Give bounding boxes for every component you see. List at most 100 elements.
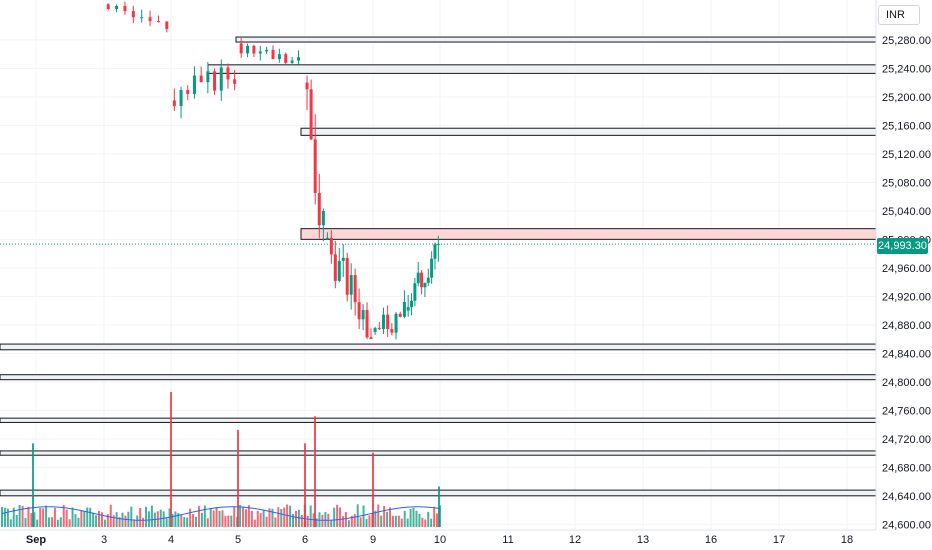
- volume-ma-line: [1, 506, 441, 521]
- volume-bar: [306, 515, 309, 527]
- price-tick-label: 24,800.00: [882, 377, 931, 389]
- volume-bar: [359, 517, 362, 527]
- candle-body: [213, 71, 217, 91]
- volume-bar: [45, 505, 48, 527]
- volume-bar: [59, 517, 62, 527]
- volume-bar: [259, 513, 262, 527]
- volume-bar: [380, 515, 383, 527]
- volume-bar: [112, 515, 115, 527]
- volume-bar: [391, 515, 394, 527]
- candle-body: [337, 261, 341, 281]
- candlestick-series: [106, 1, 440, 340]
- volume-bar: [427, 511, 430, 527]
- volume-bar: [297, 509, 300, 527]
- volume-bar: [347, 520, 350, 527]
- volume-bar: [206, 518, 209, 527]
- volume-bar: [177, 512, 180, 527]
- volume-bar: [203, 505, 206, 527]
- price-tick-label: 25,040.00: [882, 206, 931, 218]
- time-tick-label: 11: [502, 534, 513, 546]
- candle-body: [140, 17, 144, 19]
- volume-bar: [324, 512, 327, 527]
- volume-bar: [39, 507, 42, 527]
- volume-bar: [315, 518, 318, 527]
- volume-bar: [150, 505, 153, 527]
- volume-bar: [33, 512, 36, 527]
- currency-badge[interactable]: INR: [878, 5, 920, 25]
- candle-body: [361, 309, 365, 320]
- volume-bar: [250, 510, 253, 527]
- volume-bar: [339, 507, 342, 527]
- volume-bar: [362, 505, 365, 527]
- time-tick-label: 16: [705, 534, 717, 546]
- volume-bar: [321, 514, 324, 527]
- price-tick-label: 25,200.00: [882, 92, 931, 104]
- volume-bar: [309, 505, 312, 527]
- volume-bar: [189, 508, 192, 527]
- candle-body: [309, 89, 313, 140]
- volume-bar: [224, 515, 227, 527]
- volume-bar: [95, 515, 98, 527]
- time-tick-label: 17: [773, 534, 785, 546]
- volume-bar: [277, 507, 280, 527]
- volume-bar: [215, 507, 218, 527]
- candle-body: [290, 60, 294, 63]
- volume-bar: [230, 515, 233, 527]
- volume-bar: [56, 519, 59, 527]
- volume-bar: [80, 510, 83, 527]
- candle-body: [341, 257, 345, 262]
- time-tick-label: 4: [168, 534, 174, 546]
- candle-body: [416, 272, 420, 284]
- price-tick-label: 25,080.00: [882, 177, 931, 189]
- candle-body: [199, 75, 203, 83]
- volume-bar: [341, 516, 344, 527]
- volume-bar: [106, 514, 109, 527]
- candle-body: [426, 277, 430, 283]
- time-tick-label: 9: [370, 534, 376, 546]
- candle-body: [329, 237, 333, 255]
- candle-body: [284, 54, 288, 63]
- volume-spike: [314, 416, 316, 527]
- time-tick-label: 5: [235, 534, 241, 546]
- price-tick-label: 24,760.00: [882, 405, 931, 417]
- volume-bar: [48, 517, 51, 527]
- volume-bar: [92, 512, 95, 527]
- candle-body: [430, 258, 434, 278]
- volume-bar: [394, 515, 397, 527]
- volume-bar: [377, 504, 380, 527]
- candle-body: [219, 67, 223, 91]
- volume-bar: [406, 518, 409, 527]
- price-zone: [0, 374, 877, 381]
- volume-bar: [292, 513, 295, 527]
- volume-bar: [1, 507, 3, 527]
- candle-body: [402, 301, 406, 317]
- last-price-label: 24,993.30: [877, 238, 928, 254]
- candle-body: [226, 67, 230, 80]
- candle-body: [325, 237, 329, 240]
- candle-body: [165, 21, 169, 29]
- volume-bar: [271, 508, 274, 527]
- candle-body: [271, 49, 275, 60]
- volume-bar: [239, 504, 242, 527]
- price-tick-label: 24,640.00: [882, 491, 931, 503]
- time-axis[interactable]: Sep 3 4 5 6 9 10 11 12 13 16 17 18: [26, 534, 853, 546]
- time-tick-label: 10: [434, 534, 446, 546]
- volume-bar: [130, 506, 133, 527]
- volume-bar: [274, 517, 277, 527]
- price-zone: [235, 36, 877, 43]
- volume-bar: [30, 513, 33, 527]
- volume-bar: [365, 519, 368, 527]
- volume-bar: [418, 513, 421, 527]
- candle-body: [357, 302, 361, 320]
- volume-bar: [197, 506, 200, 527]
- volume-bar: [136, 515, 139, 527]
- price-tick-label: 24,920.00: [882, 291, 931, 303]
- volume-bar: [283, 507, 286, 527]
- volume-bar: [142, 517, 145, 527]
- volume-bar: [121, 512, 124, 527]
- price-tick-label: 25,240.00: [882, 63, 931, 75]
- volume-bar: [221, 510, 224, 527]
- price-axis[interactable]: 25,280.00 25,240.00 25,200.00 25,160.00 25,1…: [882, 35, 931, 531]
- volume-bar: [71, 507, 74, 527]
